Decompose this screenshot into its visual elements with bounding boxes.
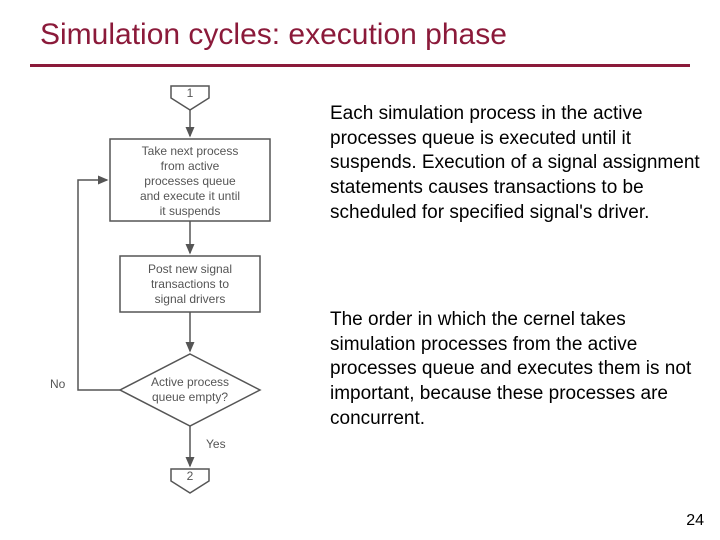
page-title: Simulation cycles: execution phase xyxy=(40,18,507,52)
edge-no-label: No xyxy=(50,377,66,391)
box2-line0: Post new signal xyxy=(148,262,232,276)
page-number: 24 xyxy=(686,512,704,530)
node-end-label: 2 xyxy=(187,469,194,483)
flowchart: 1 Take next process from active processe… xyxy=(30,80,310,520)
box1-line2: processes queue xyxy=(144,174,236,188)
box1-line0: Take next process xyxy=(142,144,239,158)
box2-line2: signal drivers xyxy=(155,292,226,306)
box2-line1: transactions to xyxy=(151,277,229,291)
edge-yes-label: Yes xyxy=(206,437,226,451)
paragraph-1: Each simulation process in the active pr… xyxy=(330,102,700,225)
box1-line3: and execute it until xyxy=(140,189,240,203)
title-divider xyxy=(30,64,690,67)
node-start-label: 1 xyxy=(187,86,194,100)
box1-line4: it suspends xyxy=(160,204,221,218)
paragraph-2: The order in which the cernel takes simu… xyxy=(330,308,700,431)
dec-line0: Active process xyxy=(151,375,229,389)
dec-line1: queue empty? xyxy=(152,390,228,404)
box1-line1: from active xyxy=(161,159,220,173)
